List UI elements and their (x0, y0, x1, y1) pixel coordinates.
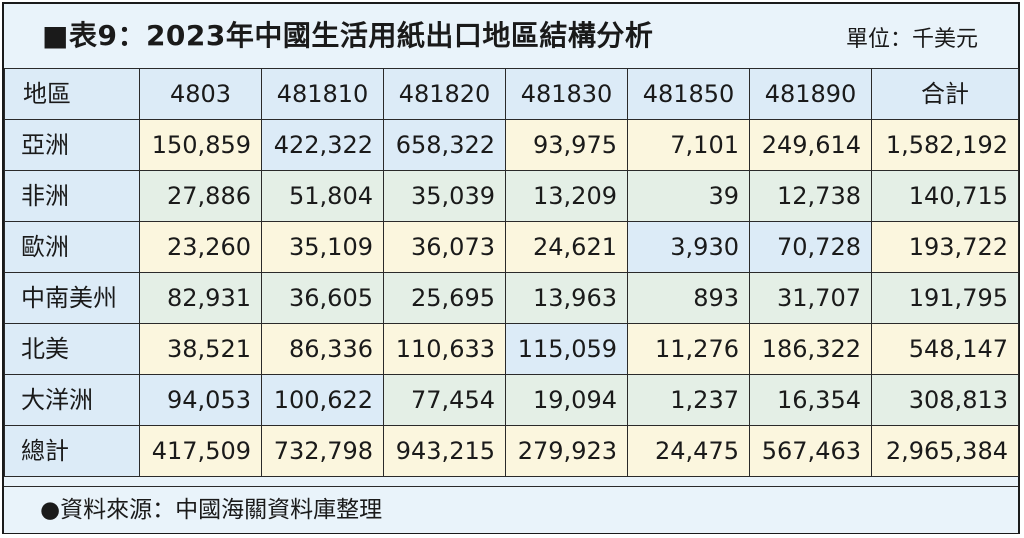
table-cell: 1,237 (627, 374, 750, 426)
table-cell: 100,622 (261, 374, 384, 426)
column-header: 481810 (261, 68, 384, 120)
table-cell: 77,454 (383, 374, 506, 426)
table-cell: 16,354 (749, 374, 872, 426)
footer: ●資料來源：中國海關資料庫整理 (4, 486, 1018, 533)
table-cell: 31,707 (749, 272, 872, 324)
table-cell: 2,965,384 (871, 425, 1019, 477)
table-cell: 417,509 (139, 425, 262, 477)
table-cell: 191,795 (871, 272, 1019, 324)
region-label: 歐洲 (4, 221, 140, 273)
table-cell: 51,804 (261, 170, 384, 222)
table-cell: 27,886 (139, 170, 262, 222)
region-label: 北美 (4, 323, 140, 375)
column-header: 481830 (505, 68, 628, 120)
region-label: 非洲 (4, 170, 140, 222)
table-cell: 193,722 (871, 221, 1019, 273)
table-cell: 732,798 (261, 425, 384, 477)
table-cell: 36,073 (383, 221, 506, 273)
table-cell: 35,109 (261, 221, 384, 273)
table-cell: 24,475 (627, 425, 750, 477)
table-row-total: 總計 417,509 732,798 943,215 279,923 24,47… (4, 425, 1019, 477)
table-cell: 25,695 (383, 272, 506, 324)
table-cell: 308,813 (871, 374, 1019, 426)
table-row: 非洲 27,886 51,804 35,039 13,209 39 12,738… (4, 170, 1019, 222)
table-title: ■表9：2023年中國生活用紙出口地區結構分析 (42, 19, 654, 52)
table-cell: 70,728 (749, 221, 872, 273)
table-cell: 13,963 (505, 272, 628, 324)
column-header: 481820 (383, 68, 506, 120)
table-cell: 93,975 (505, 119, 628, 171)
table-cell: 422,322 (261, 119, 384, 171)
table-cell: 943,215 (383, 425, 506, 477)
table-cell: 36,605 (261, 272, 384, 324)
table-cell: 13,209 (505, 170, 628, 222)
table-cell: 3,930 (627, 221, 750, 273)
table-cell: 115,059 (505, 323, 628, 375)
table-cell: 38,521 (139, 323, 262, 375)
title-bar: ■表9：2023年中國生活用紙出口地區結構分析 單位：千美元 (4, 4, 1018, 68)
table-cell: 658,322 (383, 119, 506, 171)
table-cell: 35,039 (383, 170, 506, 222)
table-cell: 186,322 (749, 323, 872, 375)
table-row: 歐洲 23,260 35,109 36,073 24,621 3,930 70,… (4, 221, 1019, 273)
unit-label: 單位：千美元 (845, 27, 978, 52)
table-cell: 249,614 (749, 119, 872, 171)
table-cell: 893 (627, 272, 750, 324)
table-row: 北美 38,521 86,336 110,633 115,059 11,276 … (4, 323, 1019, 375)
table-cell: 23,260 (139, 221, 262, 273)
column-header: 合計 (871, 68, 1019, 120)
header-row: 地區 4803 481810 481820 481830 481850 4818… (4, 68, 1019, 120)
region-label: 亞洲 (4, 119, 140, 171)
table-cell: 82,931 (139, 272, 262, 324)
table-cell: 140,715 (871, 170, 1019, 222)
table-cell: 7,101 (627, 119, 750, 171)
table-cell: 11,276 (627, 323, 750, 375)
data-table: 地區 4803 481810 481820 481830 481850 4818… (4, 68, 1019, 477)
region-label: 總計 (4, 425, 140, 477)
region-label: 中南美州 (4, 272, 140, 324)
column-header: 481850 (627, 68, 750, 120)
table-row: 亞洲 150,859 422,322 658,322 93,975 7,101 … (4, 119, 1019, 171)
column-header: 地區 (4, 68, 140, 120)
column-header: 481890 (749, 68, 872, 120)
region-label: 大洋洲 (4, 374, 140, 426)
table-cell: 110,633 (383, 323, 506, 375)
table-cell: 94,053 (139, 374, 262, 426)
source-note: ●資料來源：中國海關資料庫整理 (40, 497, 383, 523)
table-cell: 548,147 (871, 323, 1019, 375)
table-cell: 19,094 (505, 374, 628, 426)
table-cell: 12,738 (749, 170, 872, 222)
table-cell: 279,923 (505, 425, 628, 477)
table-row: 中南美州 82,931 36,605 25,695 13,963 893 31,… (4, 272, 1019, 324)
table-cell: 24,621 (505, 221, 628, 273)
table-cell: 567,463 (749, 425, 872, 477)
column-header: 4803 (139, 68, 262, 120)
table-cell: 86,336 (261, 323, 384, 375)
table-cell: 1,582,192 (871, 119, 1019, 171)
table-row: 大洋洲 94,053 100,622 77,454 19,094 1,237 1… (4, 374, 1019, 426)
table-cell: 39 (627, 170, 750, 222)
table-cell: 150,859 (139, 119, 262, 171)
